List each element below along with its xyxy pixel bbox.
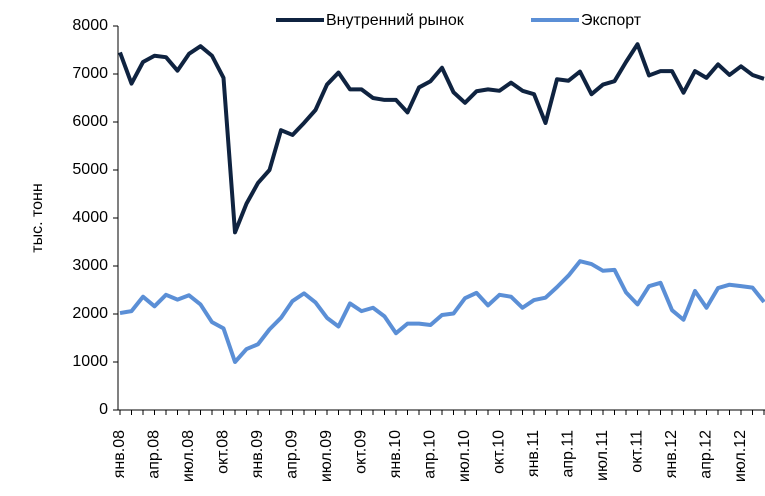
x-tick-label: июл.12 xyxy=(732,430,749,482)
x-tick-label: июл.10 xyxy=(456,430,473,482)
y-tick-label: 4000 xyxy=(72,209,108,226)
x-tick-label: апр.09 xyxy=(284,430,301,479)
x-tick-label: июл.08 xyxy=(180,430,197,482)
x-tick-label: окт.08 xyxy=(215,430,232,474)
x-tick-label: янв.12 xyxy=(663,430,680,478)
x-tick-label: апр.10 xyxy=(422,430,439,479)
y-axis-label: тыс. тонн xyxy=(29,183,46,252)
x-tick-label: окт.09 xyxy=(353,430,370,474)
y-tick-label: 5000 xyxy=(72,161,108,178)
x-tick-label: июл.09 xyxy=(318,430,335,482)
y-tick-label: 7000 xyxy=(72,65,108,82)
y-tick-label: 8000 xyxy=(72,17,108,34)
x-tick-label: апр.12 xyxy=(698,430,715,479)
x-tick-label: апр.08 xyxy=(146,430,163,479)
x-tick-label: окт.11 xyxy=(629,430,646,473)
x-tick-label: янв.10 xyxy=(387,430,404,478)
y-tick-label: 0 xyxy=(99,401,108,418)
line-series xyxy=(119,259,765,364)
y-tick-label: 1000 xyxy=(72,353,108,370)
x-tick-label: янв.11 xyxy=(525,430,542,477)
x-tick-label: янв.08 xyxy=(111,430,128,478)
legend-label: Экспорт xyxy=(581,12,642,29)
x-tick-label: апр.11 xyxy=(560,430,577,478)
x-tick-label: июл.11 xyxy=(594,430,611,481)
line-series xyxy=(118,42,765,235)
y-tick-label: 3000 xyxy=(72,257,108,274)
x-tick-label: янв.09 xyxy=(249,430,266,478)
y-tick-label: 2000 xyxy=(72,305,108,322)
legend-label: Внутренний рынок xyxy=(326,12,465,29)
x-tick-label: окт.10 xyxy=(491,430,508,474)
y-tick-label: 6000 xyxy=(72,113,108,130)
